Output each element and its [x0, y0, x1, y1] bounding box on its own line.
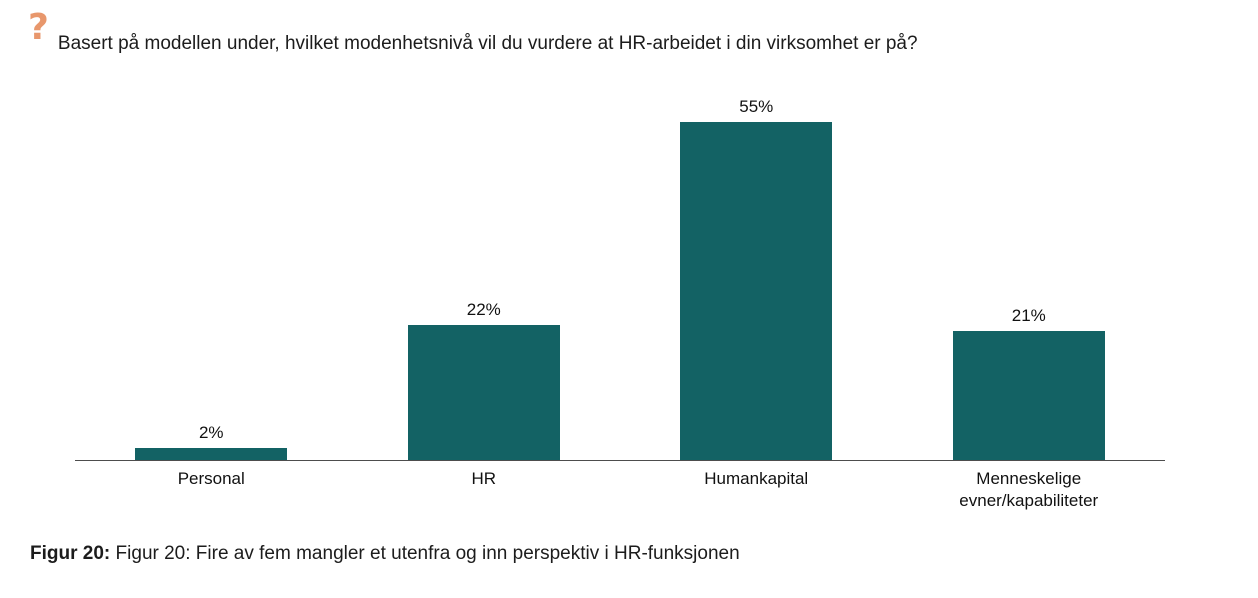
bar-group-personal: 2%	[75, 92, 348, 460]
bar-value-label: 55%	[739, 96, 774, 116]
plot-area: 2% 22% 55% 21%	[75, 92, 1165, 461]
question-title: Basert på modellen under, hvilket modenh…	[57, 33, 918, 54]
x-axis-category-label: Humankapital	[704, 469, 809, 488]
figure-caption: Figur 20: Figur 20: Fire av fem mangler e…	[30, 543, 740, 565]
x-axis-category-label: HR	[471, 469, 497, 488]
figure-caption-prefix: Figur 20:	[30, 543, 111, 564]
bar	[407, 325, 560, 460]
bar-group-humankapital: 55%	[620, 92, 893, 460]
bar	[135, 448, 288, 460]
x-axis-labels: Personal HR Humankapital Menneskelige ev…	[75, 461, 1165, 512]
bar	[952, 331, 1105, 460]
x-axis-category-label: Menneskelige evner/kapabiliteter	[959, 469, 1099, 511]
bar	[680, 122, 833, 460]
question-mark-icon: ?	[28, 7, 49, 48]
x-axis-category-label: Personal	[177, 469, 245, 488]
bar-group-hr: 22%	[348, 92, 621, 460]
bar-chart: 2% 22% 55% 21% Personal HR	[75, 92, 1165, 512]
bar-value-label: 21%	[1011, 305, 1046, 325]
bar-value-label: 22%	[466, 299, 501, 319]
bar-group-menneskelige: 21%	[893, 92, 1166, 460]
figure-caption-text: Figur 20: Fire av fem mangler et utenfra…	[115, 543, 740, 564]
question-header: ? Basert på modellen under, hvilket mode…	[28, 8, 918, 56]
bar-value-label: 2%	[198, 422, 224, 442]
